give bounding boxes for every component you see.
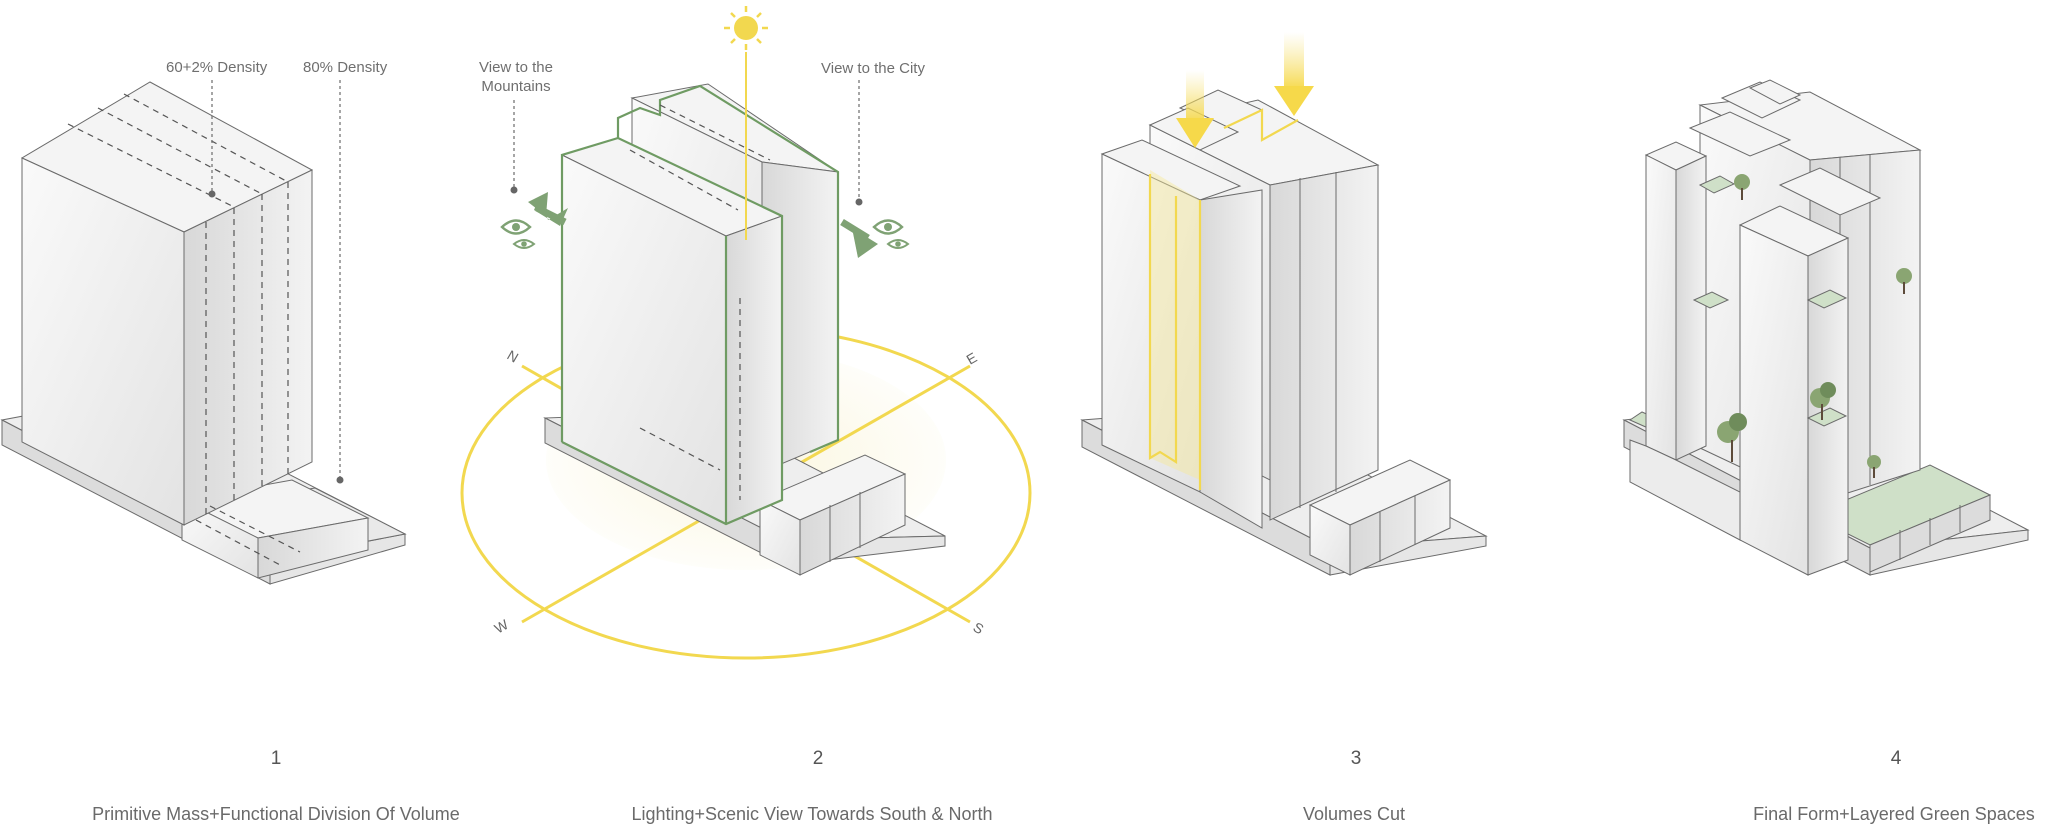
panel-4-green-terraces [1808, 464, 1992, 573]
panel-4-tower-front [1629, 141, 1850, 576]
panel-3-podium [1308, 459, 1452, 576]
arrow-icon [1176, 70, 1214, 148]
annotation-80-density: 80% Density [303, 59, 388, 76]
arrow-icon [840, 219, 878, 258]
panel-1: 60+2% Density 80% Density 1 Primitive Ma… [0, 59, 460, 824]
panel-1-annotation-density-2: 80% Density [303, 59, 388, 484]
tree-icon [1717, 413, 1747, 462]
tree-icon [1896, 268, 1912, 294]
panel-4-tower-steps [1688, 79, 1882, 216]
panel-1-tower [20, 81, 314, 526]
compass-w: W [492, 616, 512, 637]
tree-icon [1734, 174, 1750, 200]
compass-e: E [964, 349, 980, 368]
panel-3-caption: Volumes Cut [1303, 804, 1405, 824]
panel-3-number: 3 [1351, 748, 1362, 769]
annotation-view-to-the-city: View to the City [821, 60, 925, 77]
eye-icon [872, 219, 910, 249]
panel-2-tower-front [560, 84, 840, 526]
panel-3: 3 Volumes Cut [1080, 32, 1488, 824]
annotation-view-city: View to the City [821, 60, 925, 206]
eye-icon [500, 219, 536, 249]
panel-4-number: 4 [1891, 748, 1902, 769]
panel-1-number: 1 [271, 748, 282, 769]
panel-2-podium [758, 454, 907, 576]
panel-3-tower-front [1100, 139, 1263, 529]
tree-icon [1867, 455, 1881, 478]
tree-icon [1810, 382, 1836, 420]
annotation-mountains: Mountains [481, 78, 550, 95]
annotation-view-to-the: View to the [479, 59, 553, 76]
annotation-view-mountains: View to the Mountains [479, 59, 553, 194]
sun-icon [724, 6, 768, 240]
arrow-icon [528, 192, 568, 226]
compass-n: N [505, 347, 522, 366]
panel-2: N E W S [460, 6, 1032, 824]
panel-1-annotation-density-1: 60+2% Density [166, 59, 268, 198]
arrow-icon [1274, 32, 1314, 116]
panel-2-number: 2 [813, 748, 824, 769]
panel-4-caption: Final Form+Layered Green Spaces [1753, 804, 2035, 824]
panel-1-division-lines [67, 93, 301, 567]
compass-s: S [971, 619, 987, 638]
panel-4: 4 Final Form+Layered Green Spaces [1622, 79, 2035, 824]
annotation-60-density: 60+2% Density [166, 59, 268, 76]
panel-2-caption: Lighting+Scenic View Towards South & Nor… [631, 804, 992, 824]
panel-1-caption: Primitive Mass+Functional Division Of Vo… [92, 804, 460, 824]
